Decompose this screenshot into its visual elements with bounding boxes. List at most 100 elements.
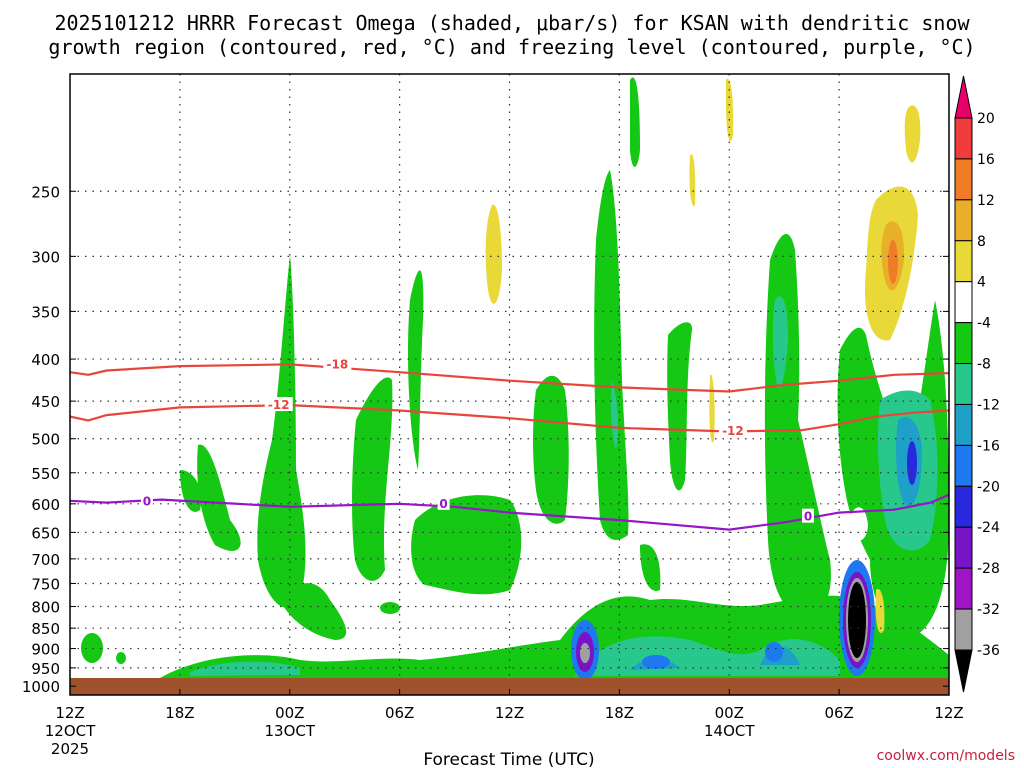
omega-column-3b xyxy=(630,77,640,167)
x-tick-date: 12OCT xyxy=(45,722,96,740)
x-tick-label: 06Z xyxy=(824,704,853,722)
chart-title-line2: growth region (contoured, red, °C) and f… xyxy=(48,35,975,59)
y-tick-label: 750 xyxy=(31,575,60,593)
omega-region-mid2 xyxy=(280,583,347,640)
colorbar: 20 16 12 8 4 -4 -8 -12 -16 -20 -24 -28 -32 -36 xyxy=(954,75,1000,693)
contour-dendritic-top xyxy=(70,363,949,393)
contour-lines: -18 -12 -12 0 0 0 xyxy=(70,356,949,531)
y-tick-label: 900 xyxy=(31,641,60,659)
omega-region-3d xyxy=(640,544,661,591)
colorbar-label: 8 xyxy=(977,234,986,250)
y-tick-label: 800 xyxy=(31,599,60,617)
contour-label: -18 xyxy=(327,357,349,371)
colorbar-segment xyxy=(954,444,973,487)
omega-column-4-teal xyxy=(772,296,788,388)
x-tick-label: 12Z xyxy=(934,704,963,722)
y-tick-label: 400 xyxy=(31,351,60,369)
colorbar-label: 16 xyxy=(977,152,995,168)
omega-descent-2-core xyxy=(888,240,898,284)
colorbar-segment xyxy=(954,567,973,610)
omega-blob-1 xyxy=(81,633,103,663)
colorbar-label: -12 xyxy=(977,397,1000,413)
colorbar-segment xyxy=(954,240,973,283)
grid-lines xyxy=(70,74,949,695)
omega-column-2b xyxy=(407,270,424,470)
omega-region-mid3 xyxy=(533,375,569,524)
colorbar-segment xyxy=(954,608,973,651)
colorbar-label: -16 xyxy=(977,438,1000,454)
contour-label: 0 xyxy=(439,497,447,511)
colorbar-segment xyxy=(954,485,973,528)
colorbar-segment xyxy=(954,199,973,242)
colorbar-segment xyxy=(954,526,973,569)
x-tick-label: 00Z xyxy=(715,704,744,722)
omega-column-3-teal xyxy=(610,380,619,450)
contour-label: -12 xyxy=(268,398,290,412)
colorbar-label: -32 xyxy=(977,602,1000,618)
colorbar-segment xyxy=(954,281,973,324)
colorbar-bottom-arrow xyxy=(954,649,973,693)
omega-blob-3 xyxy=(380,602,400,614)
contour-label-bg xyxy=(140,493,153,508)
colorbar-label: -20 xyxy=(977,479,1000,495)
colorbar-label: 12 xyxy=(977,193,995,209)
colorbar-label: -4 xyxy=(977,316,991,332)
x-tick-label: 06Z xyxy=(385,704,414,722)
x-tick-year: 2025 xyxy=(51,740,89,758)
contour-label-bg xyxy=(437,495,450,510)
y-tick-label: 600 xyxy=(31,496,60,514)
colorbar-segment xyxy=(954,117,973,160)
colorbar-segment xyxy=(954,363,973,405)
x-tick-date: 14OCT xyxy=(704,722,755,740)
contour-label: 0 xyxy=(804,510,812,524)
colorbar-segment xyxy=(954,322,973,365)
omega-core-b-inner xyxy=(848,582,866,658)
y-axis: 250 300 350 400 450 500 550 600 650 700 750 800 850 9… xyxy=(22,183,949,696)
omega-region-low-blue xyxy=(630,646,800,670)
colorbar-label: -24 xyxy=(977,520,1000,536)
y-tick-label: 1000 xyxy=(22,678,60,696)
x-tick-date: 13OCT xyxy=(264,722,315,740)
contour-label: -12 xyxy=(722,424,744,438)
credit-text: coolwx.com/models xyxy=(877,748,1015,764)
y-tick-label: 450 xyxy=(31,393,60,411)
y-tick-label: 700 xyxy=(31,551,60,569)
y-tick-label: 500 xyxy=(31,431,60,449)
omega-spot-blue-1 xyxy=(642,655,670,669)
omega-spot-blue-2 xyxy=(765,642,783,662)
omega-core-a-inner xyxy=(580,643,590,663)
y-tick-label: 550 xyxy=(31,465,60,483)
y-tick-label: 350 xyxy=(31,303,60,321)
omega-descent-1 xyxy=(485,204,502,304)
omega-column-3c xyxy=(667,322,693,491)
contour-dendritic-bottom xyxy=(70,404,949,433)
chart-title-line1: 2025101212 HRRR Forecast Omega (shaded, … xyxy=(54,11,970,35)
omega-region-mid xyxy=(411,495,522,595)
omega-column-3 xyxy=(594,170,629,540)
contour-label: 0 xyxy=(143,494,151,508)
omega-column-1 xyxy=(257,255,306,608)
colorbar-segment xyxy=(954,158,973,201)
y-tick-label: 950 xyxy=(31,660,60,678)
y-tick-label: 850 xyxy=(31,620,60,638)
colorbar-label: 4 xyxy=(977,275,986,291)
omega-descent-5 xyxy=(725,78,734,142)
colorbar-top-arrow xyxy=(954,75,973,119)
colorbar-label: -28 xyxy=(977,561,1000,577)
plot-area: -18 -12 -12 0 0 0 xyxy=(70,74,949,695)
x-tick-label: 18Z xyxy=(165,704,194,722)
omega-column-1b xyxy=(197,444,241,551)
omega-blob-2 xyxy=(116,652,126,664)
omega-column-5-white xyxy=(848,507,868,541)
y-tick-label: 250 xyxy=(31,183,60,201)
x-tick-label: 00Z xyxy=(275,704,304,722)
contour-label-bg xyxy=(264,397,293,412)
omega-descent-7 xyxy=(875,589,885,634)
colorbar-label: -8 xyxy=(977,357,991,373)
x-tick-label: 12Z xyxy=(495,704,524,722)
colorbar-label: -36 xyxy=(977,643,1000,659)
x-tick-label: 12Z xyxy=(55,704,84,722)
x-axis-label: Forecast Time (UTC) xyxy=(423,750,594,768)
